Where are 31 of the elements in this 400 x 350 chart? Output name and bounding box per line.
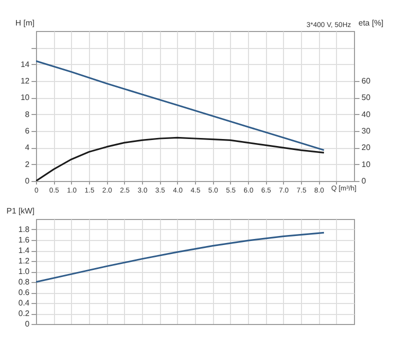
- y-tick-label: 0.8: [18, 278, 30, 286]
- y-tick-label: 4: [25, 143, 30, 152]
- y-tick-label: 2: [25, 160, 30, 169]
- line-series: [36, 232, 325, 283]
- y-tick-label: 1.4: [18, 246, 30, 255]
- y-tick-label: 1.2: [18, 256, 30, 266]
- y2-tick-label: 20: [362, 143, 371, 152]
- y2-tick-label: 60: [362, 76, 371, 86]
- line-series: [36, 136, 325, 181]
- y-tick-label: 0: [25, 320, 30, 328]
- y2-tick-label: 30: [362, 126, 371, 136]
- y-tick-label: 1.6: [18, 236, 30, 244]
- y2-tick-label: 50: [362, 93, 371, 102]
- y-axis-title: H [m]: [15, 18, 34, 28]
- y-tick-label: 0.4: [18, 298, 30, 308]
- y-tick-label: 6: [25, 126, 30, 136]
- y2-tick-label: 0: [362, 176, 366, 186]
- y-tick-label: 1.0: [18, 267, 30, 276]
- y-tick-label: 0.2: [18, 309, 30, 318]
- y-tick-label: 0.6: [18, 288, 30, 297]
- y-axis-title: P1 [kW]: [6, 206, 34, 216]
- y-tick-label: 12: [20, 76, 30, 86]
- y-tick-label: 0: [25, 176, 30, 186]
- y2-axis-title: eta [%]: [358, 18, 384, 28]
- y-tick-label: 14: [20, 60, 30, 69]
- y-tick-label: 8: [25, 110, 30, 119]
- line-series: [36, 60, 325, 151]
- y2-tick-label: 40: [362, 110, 371, 119]
- y-tick-label: 1.8: [18, 225, 30, 234]
- y-tick-label: 10: [20, 93, 30, 102]
- y2-tick-label: 10: [362, 160, 371, 169]
